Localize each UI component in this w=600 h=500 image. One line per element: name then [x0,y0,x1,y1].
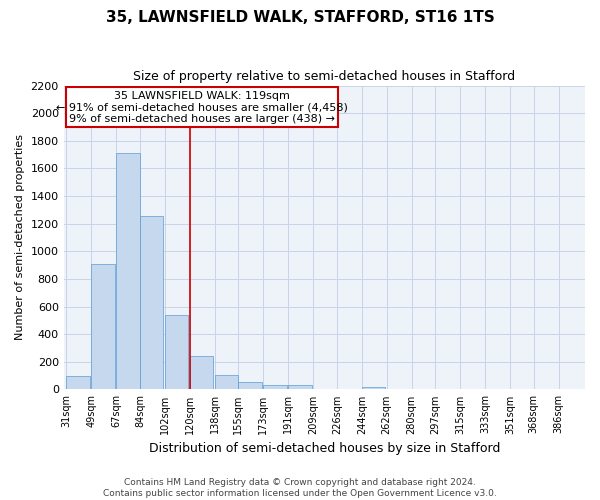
X-axis label: Distribution of semi-detached houses by size in Stafford: Distribution of semi-detached houses by … [149,442,500,455]
Bar [165,315,188,390]
Text: ← 91% of semi-detached houses are smaller (4,458): ← 91% of semi-detached houses are smalle… [56,102,348,112]
Y-axis label: Number of semi-detached properties: Number of semi-detached properties [15,134,25,340]
Text: 35 LAWNSFIELD WALK: 119sqm: 35 LAWNSFIELD WALK: 119sqm [115,91,290,101]
Bar [288,386,312,390]
Text: Contains HM Land Registry data © Crown copyright and database right 2024.
Contai: Contains HM Land Registry data © Crown c… [103,478,497,498]
Bar [190,356,214,390]
Bar [116,153,140,390]
Bar [215,375,238,390]
Bar [91,264,115,390]
Title: Size of property relative to semi-detached houses in Stafford: Size of property relative to semi-detach… [133,70,515,83]
Bar [362,386,385,390]
FancyBboxPatch shape [67,87,338,127]
Text: 9% of semi-detached houses are larger (438) →: 9% of semi-detached houses are larger (4… [70,114,335,124]
Text: 35, LAWNSFIELD WALK, STAFFORD, ST16 1TS: 35, LAWNSFIELD WALK, STAFFORD, ST16 1TS [106,10,494,25]
Bar [67,376,90,390]
Bar [140,216,163,390]
Bar [263,384,287,390]
Bar [238,382,262,390]
